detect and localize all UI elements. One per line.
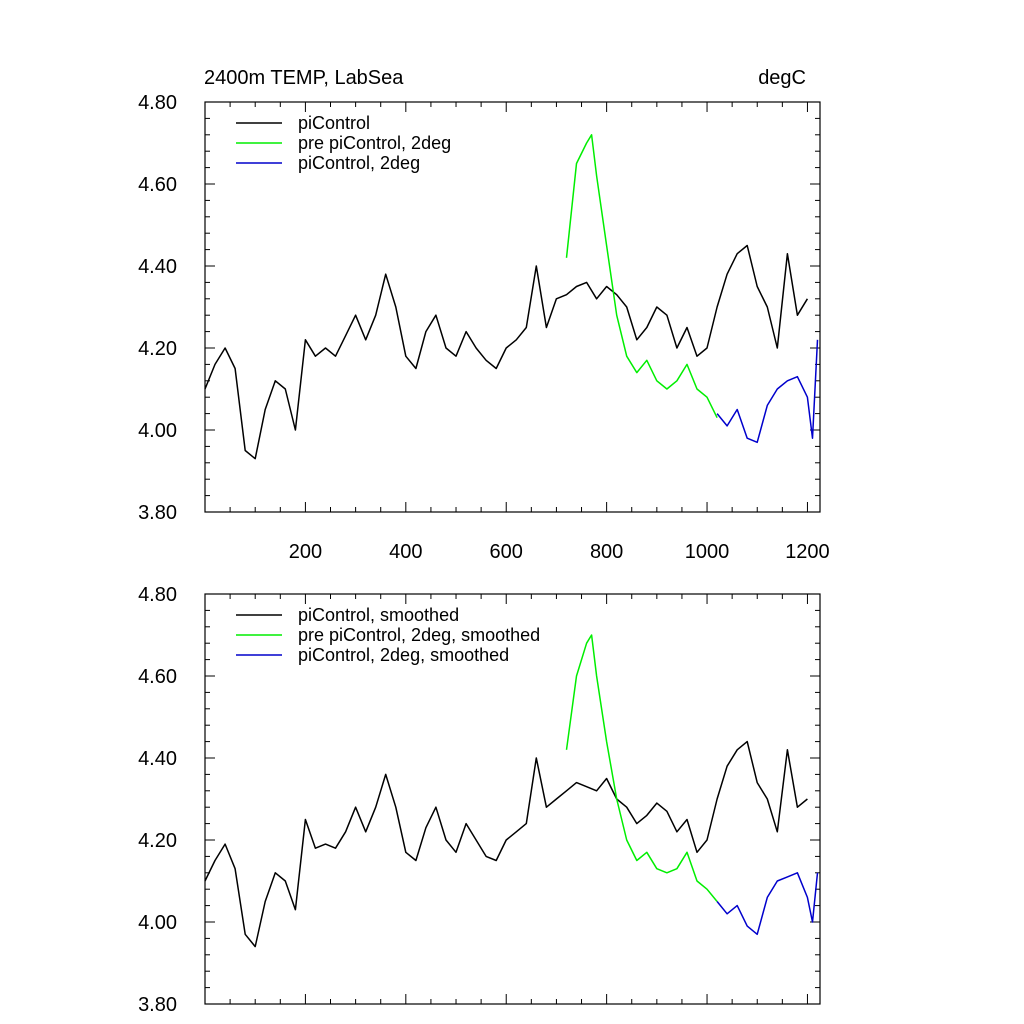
legend-entry: piControl bbox=[298, 113, 370, 133]
plot-frame bbox=[204, 593, 821, 1005]
y-tick-label: 4.20 bbox=[138, 338, 177, 360]
legend-entry: piControl, 2deg, smoothed bbox=[298, 645, 509, 665]
series-line-2 bbox=[716, 872, 819, 936]
x-tick-label: 600 bbox=[490, 541, 523, 563]
chart-title: 2400m TEMP, LabSea bbox=[204, 67, 404, 89]
x-tick-label: 400 bbox=[389, 541, 422, 563]
y-tick-label: 4.60 bbox=[138, 666, 177, 688]
legend-entry: piControl, 2deg bbox=[298, 153, 420, 173]
y-tick-label: 4.00 bbox=[138, 912, 177, 934]
y-tick-label: 4.40 bbox=[138, 256, 177, 278]
x-tick-label: 800 bbox=[590, 541, 623, 563]
plot-frame bbox=[204, 101, 821, 513]
legend-entry: pre piControl, 2deg bbox=[298, 133, 451, 153]
y-tick-label: 3.80 bbox=[138, 502, 177, 524]
y-tick-label: 4.40 bbox=[138, 748, 177, 770]
y-tick-label: 4.80 bbox=[138, 92, 177, 114]
x-tick-label: 1000 bbox=[685, 541, 730, 563]
series-line-0 bbox=[204, 244, 809, 460]
chart-units: degC bbox=[758, 67, 806, 89]
series-line-1 bbox=[565, 634, 718, 902]
legend-entry: piControl, smoothed bbox=[298, 605, 459, 625]
y-tick-label: 4.60 bbox=[138, 174, 177, 196]
y-tick-label: 4.80 bbox=[138, 584, 177, 606]
series-line-2 bbox=[716, 339, 819, 444]
y-tick-label: 3.80 bbox=[138, 994, 177, 1016]
panel-top: 2400m TEMP, LabSea degC 200 400 600 800 1000… bbox=[138, 67, 830, 563]
series-line-0 bbox=[204, 740, 808, 948]
y-tick-label: 4.00 bbox=[138, 420, 177, 442]
x-tick-label: 1200 bbox=[785, 541, 830, 563]
y-tick-label: 4.20 bbox=[138, 830, 177, 852]
x-tick-label: 200 bbox=[289, 541, 322, 563]
panel-bottom: 3.80 4.00 4.20 4.40 4.60 4.80 piControl, smoot… bbox=[138, 584, 821, 1016]
series-line-1 bbox=[565, 134, 718, 419]
legend-entry: pre piControl, 2deg, smoothed bbox=[298, 625, 540, 645]
